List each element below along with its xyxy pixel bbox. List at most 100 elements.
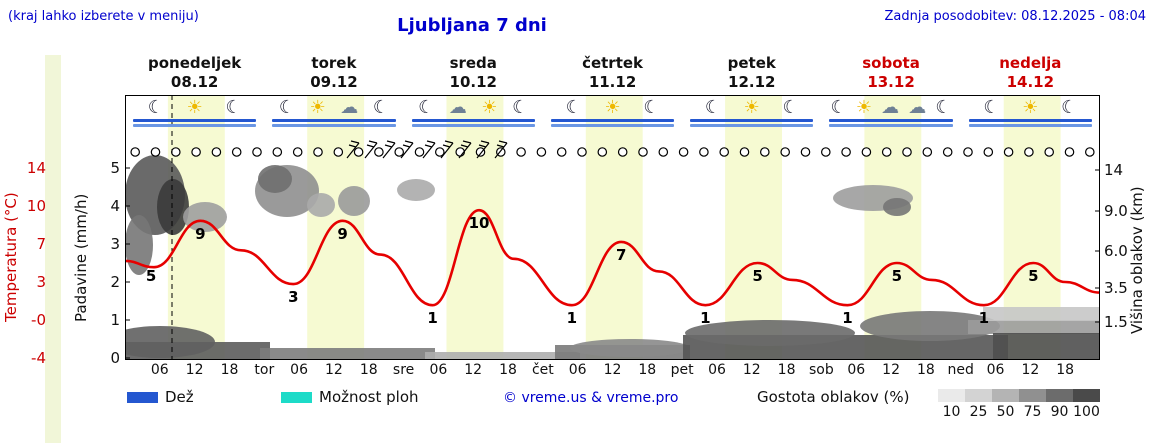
day-date: 09.12 — [310, 73, 358, 91]
sun-icon: ☀ — [186, 97, 203, 118]
cloud-height-tick-label: 14 — [1104, 161, 1124, 179]
precip-tick-label: 5 — [110, 159, 120, 177]
density-tick-label: 25 — [969, 404, 988, 420]
moon-phase-icon — [516, 147, 526, 157]
sun-icon: ☀ — [855, 97, 872, 118]
cloud-blob — [125, 326, 215, 358]
precip-tick-label: 0 — [110, 349, 120, 367]
precip-tick-label: 4 — [110, 197, 120, 215]
moon-icon: ☾ — [372, 97, 389, 118]
daylight-band — [585, 95, 643, 360]
cloud-blob — [258, 165, 292, 193]
cloud-blob — [307, 193, 335, 217]
sun-icon: ☀ — [309, 97, 326, 118]
hour-label: 06 — [568, 362, 587, 378]
temperature-value-label: 1 — [700, 309, 710, 327]
density-gradient-segment — [1073, 389, 1100, 402]
cloud-blob — [993, 333, 1100, 360]
moon-phase-icon — [333, 147, 344, 157]
hour-label: 18 — [359, 362, 378, 378]
density-gradient-segment — [992, 389, 1019, 402]
moon-phase-icon — [556, 147, 567, 157]
rain-period-bar — [411, 119, 535, 122]
showers-legend-label: Možnost ploh — [319, 388, 419, 406]
temp-tick-label: -0 — [31, 311, 46, 329]
moon-phase-icon — [658, 147, 669, 157]
day-name: sobota — [862, 54, 920, 72]
moon-phase-icon — [638, 147, 648, 157]
x-axis-labels: 06 12 18 tor 06 12 18 sre 06 12 18 čet 06 12 18 pet 06 12… — [125, 362, 1100, 380]
moon-phase-icon — [170, 147, 181, 157]
day-icons: ☾ ☀ ☾ — [682, 96, 821, 120]
moon-phase-icon — [699, 147, 709, 157]
day-icons: ☾ ☀ ☾ — [961, 96, 1100, 120]
rain-period-bar — [968, 124, 1092, 127]
moon-phase-icon — [434, 147, 445, 157]
day-icons: ☾ ☀ ☾ — [125, 96, 264, 120]
wind-barb-icon — [346, 140, 360, 159]
sun-icon: ☀ — [743, 97, 760, 118]
density-gradient-segment — [965, 389, 992, 402]
hour-label: 12 — [1021, 362, 1040, 378]
rain-period-bar — [968, 119, 1092, 122]
rain-period-bar — [829, 119, 953, 122]
rain-period-bar — [133, 124, 257, 127]
moon-phase-icon — [272, 147, 283, 157]
moon-phase-icon — [719, 147, 729, 157]
moon-phase-icon — [881, 147, 892, 157]
temp-tick-label: 14 — [26, 159, 46, 177]
moon-phase-icon — [353, 147, 364, 157]
moon-phase-icon — [130, 147, 140, 157]
cloud-blob — [338, 186, 370, 216]
last-update-text: Zadnja posodobitev: 08.12.2025 - 08:04 — [884, 9, 1146, 24]
day-date: 11.12 — [588, 73, 637, 91]
moon-phase-icon — [617, 147, 628, 157]
moon-phase-icon — [861, 147, 872, 157]
moon-icon: ☾ — [147, 97, 164, 118]
moon-icon: ☾ — [983, 97, 1000, 118]
temperature-value-label: 9 — [195, 225, 205, 243]
day-header: nedelja 14.12 — [961, 54, 1100, 92]
hour-label: 12 — [882, 362, 900, 378]
temperature-axis-title: Temperatura (°C) — [2, 192, 20, 323]
temperature-value-label: 3 — [288, 288, 298, 306]
cloud-blob — [570, 339, 690, 357]
hour-label: 18 — [638, 362, 657, 378]
density-tick-label: 100 — [1073, 404, 1100, 420]
precipitation-axis-title: Padavine (mm/h) — [72, 193, 90, 322]
temperature-curve — [125, 208, 1100, 307]
cloud-blob — [397, 179, 435, 201]
day-header: torek 09.12 — [264, 54, 403, 92]
day-abbr-label: sob — [809, 362, 834, 378]
day-name: torek — [311, 54, 357, 72]
moon-icon: ☾ — [704, 97, 721, 118]
hour-label: 12 — [464, 362, 483, 378]
temp-tick-label: 7 — [36, 235, 46, 253]
cloud-height-tick-label: 3.5 — [1104, 279, 1128, 297]
day-date: 10.12 — [449, 73, 497, 91]
moon-phase-icon — [841, 147, 851, 157]
hour-label: 12 — [185, 362, 204, 378]
moon-icon: ☾ — [418, 97, 435, 118]
temperature-value-label: 5 — [146, 267, 156, 285]
day-name: petek — [727, 54, 776, 72]
density-tick-label: 50 — [996, 404, 1015, 420]
temperature-value-label: 1 — [979, 309, 989, 327]
day-name: četrtek — [582, 54, 644, 72]
rain-period-bar — [690, 119, 814, 122]
temperature-value-label: 5 — [1028, 267, 1038, 285]
copyright-link[interactable]: © vreme.us & vreme.pro — [503, 390, 679, 406]
temperature-value-label: 5 — [892, 267, 902, 285]
day-abbr-label: čet — [531, 362, 554, 378]
moon-phase-icon — [963, 147, 973, 157]
chart-frame — [125, 95, 1100, 360]
menu-hint-text: (kraj lahko izberete v meniju) — [8, 9, 199, 24]
moon-phase-icon — [1024, 147, 1034, 157]
hour-label: 18 — [777, 362, 796, 378]
moon-phase-icon — [1084, 147, 1095, 157]
weather-icons-row: ☾ ☀ ☾ ☾ ☀ ☁ ☾ ☾ ☁ ☀ ☾ ☾ ☀ ☾ ☾ ☀ ☾ ☾ ☀ ☁ ☁ ☾ ☾ ☀ ☾ — [125, 95, 1100, 131]
moon-phase-icon — [191, 147, 201, 157]
moon-phase-icon — [902, 147, 912, 157]
cloud-icon: ☁ — [448, 97, 467, 118]
temperature-value-label: 5 — [752, 267, 762, 285]
